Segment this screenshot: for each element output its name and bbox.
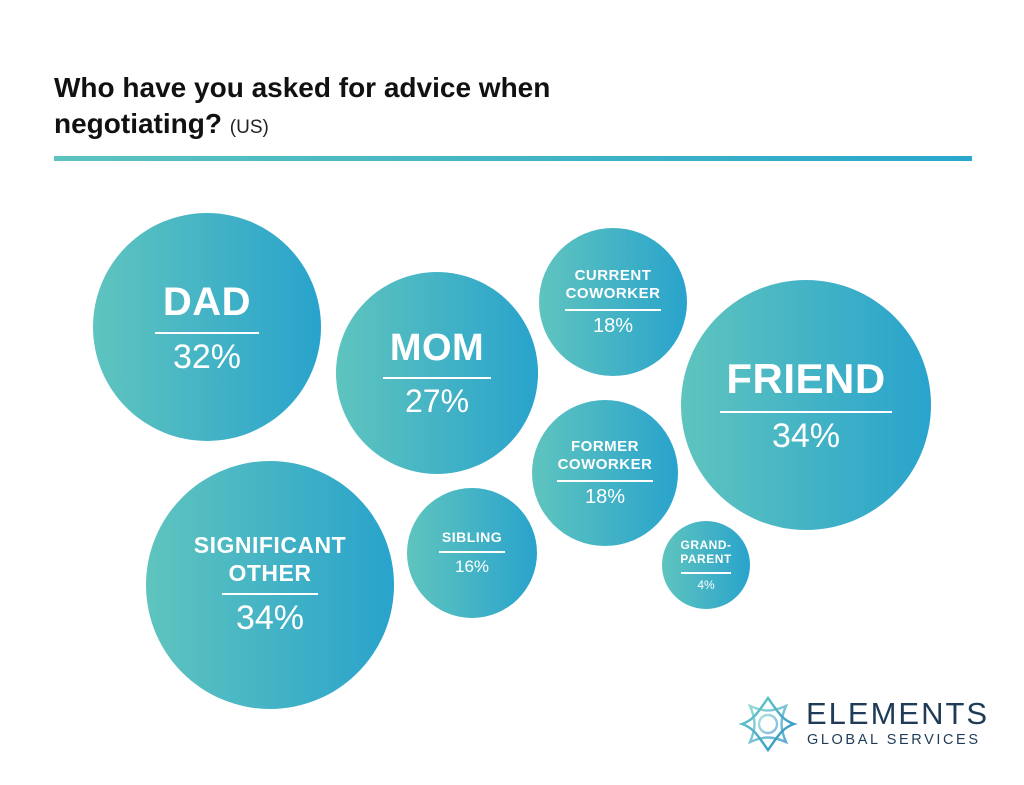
- bubble-label: FORMER COWORKER: [557, 437, 653, 473]
- bubble-value: 27%: [404, 383, 470, 420]
- bubble-value: 34%: [235, 599, 305, 638]
- bubble-value: 16%: [454, 557, 490, 577]
- bubble-divider: [439, 551, 505, 554]
- chart-title-region: (US): [229, 117, 269, 138]
- bubble-divider: [565, 308, 661, 311]
- bubble-sibling: SIBLING 16%: [407, 488, 537, 618]
- bubble-divider: [557, 479, 653, 482]
- bubble-label: GRAND- PARENT: [680, 537, 732, 566]
- bubble-label: MOM: [389, 326, 485, 369]
- chart-title: Who have you asked for advice when negot…: [54, 70, 614, 146]
- title-divider: [54, 156, 972, 161]
- bubble-significant-other: SIGNIFICANT OTHER 34%: [146, 461, 394, 709]
- bubble-former-coworker: FORMER COWORKER 18%: [532, 400, 678, 546]
- bubble-value: 18%: [592, 314, 634, 337]
- brand-tagline: GLOBAL SERVICES: [807, 732, 981, 748]
- brand-logo: ELEMENTS GLOBAL SERVICES: [738, 694, 990, 753]
- bubble-grand-parent: GRAND- PARENT 4%: [662, 521, 750, 609]
- bubble-label: SIBLING: [441, 528, 503, 545]
- bubble-value: 18%: [584, 485, 626, 508]
- bubble-value: 34%: [771, 416, 841, 455]
- brand-name: ELEMENTS: [806, 696, 990, 731]
- bubble-label: CURRENT COWORKER: [565, 266, 661, 302]
- bubble-friend: FRIEND 34%: [681, 280, 931, 530]
- elements-star-logo-icon: [738, 695, 798, 753]
- bubble-mom: MOM 27%: [336, 272, 538, 474]
- bubble-label: FRIEND: [726, 355, 886, 403]
- bubble-dad: DAD 32%: [93, 213, 321, 441]
- bubble-value: 4%: [697, 578, 715, 593]
- bubble-divider: [720, 410, 892, 413]
- bubble-label: SIGNIFICANT OTHER: [193, 531, 347, 586]
- bubble-divider: [383, 377, 491, 380]
- bubble-current-coworker: CURRENT COWORKER 18%: [539, 228, 687, 376]
- chart-title-text: Who have you asked for advice when negot…: [54, 72, 551, 139]
- bubble-divider: [222, 593, 318, 596]
- bubble-divider: [681, 572, 731, 575]
- bubble-divider: [155, 331, 259, 334]
- bubble-value: 32%: [172, 337, 242, 376]
- bubble-label: DAD: [162, 279, 252, 324]
